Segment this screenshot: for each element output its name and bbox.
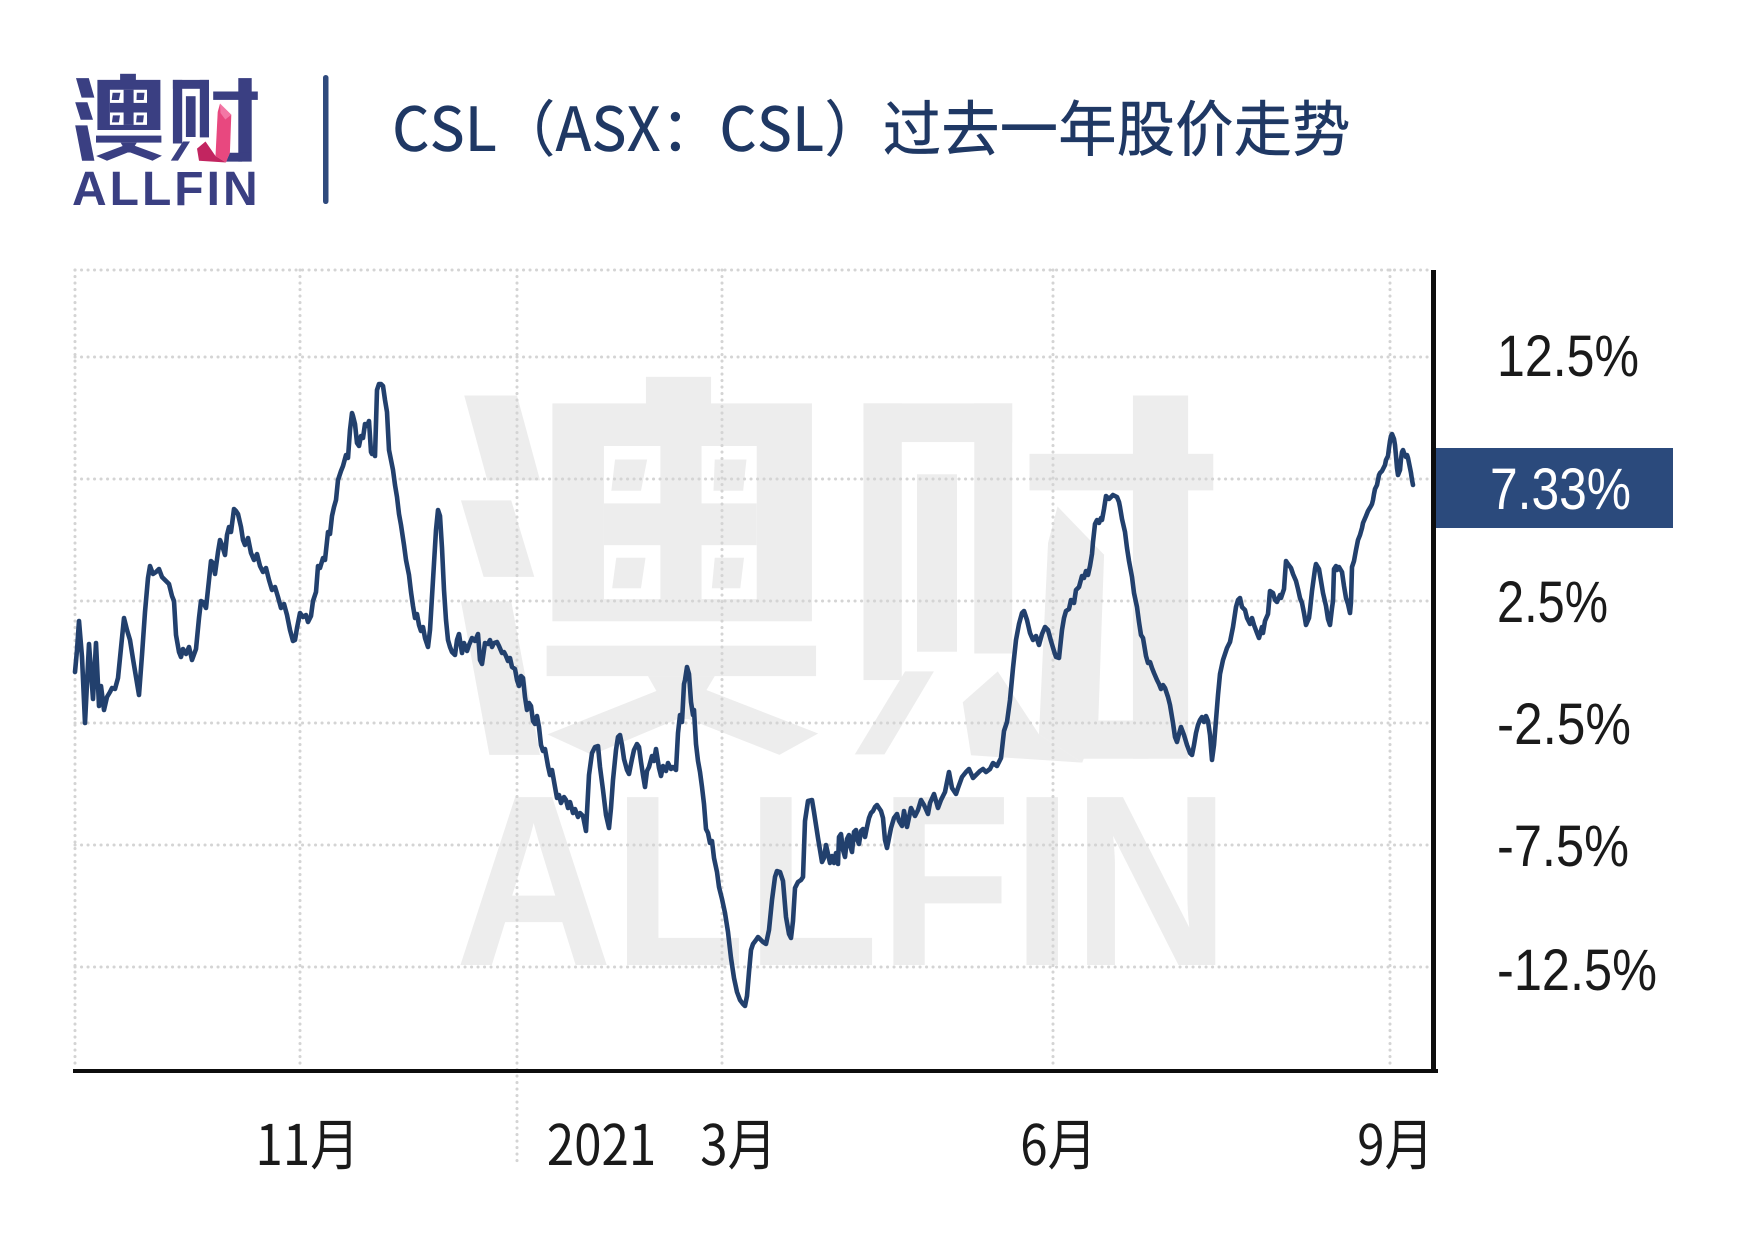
svg-text:-7.5%: -7.5%	[1497, 814, 1629, 879]
svg-text:ALLFIN: ALLFIN	[455, 746, 1230, 1018]
svg-text:ALLFIN: ALLFIN	[72, 163, 261, 216]
svg-text:-2.5%: -2.5%	[1497, 692, 1631, 757]
svg-text:-12.5%: -12.5%	[1497, 938, 1657, 1003]
svg-text:7.33%: 7.33%	[1490, 457, 1631, 522]
svg-text:2.5%: 2.5%	[1497, 570, 1608, 635]
svg-text:12.5%: 12.5%	[1497, 324, 1639, 389]
